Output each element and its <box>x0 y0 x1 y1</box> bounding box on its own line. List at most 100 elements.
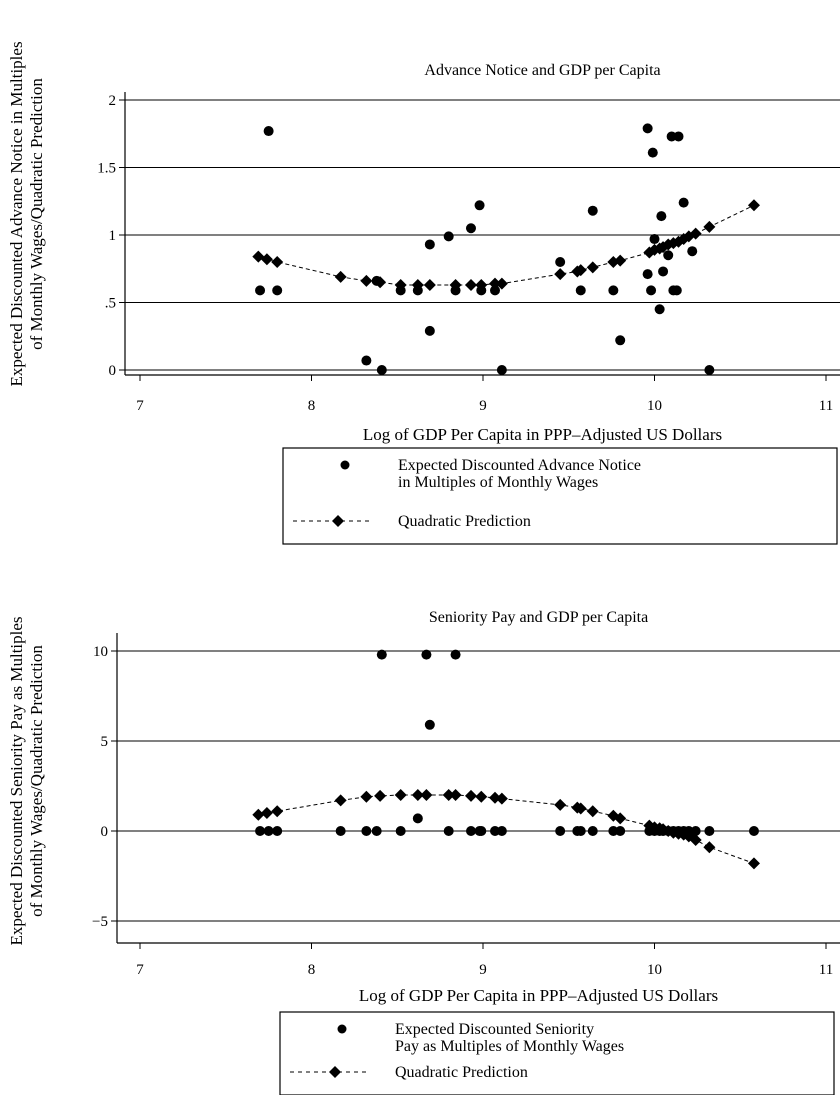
observed-data-point <box>642 269 653 280</box>
y-axis-label-line1: Expected Discounted Advance Notice in Mu… <box>7 41 26 386</box>
prediction-diamond-point <box>464 789 477 802</box>
x-tick-label: 8 <box>308 398 316 414</box>
observed-data-point <box>678 197 689 208</box>
x-tick-label: 8 <box>308 962 316 978</box>
observed-data-point <box>615 826 626 836</box>
observed-data-point <box>654 304 665 315</box>
x-axis-label: Log of GDP Per Capita in PPP–Adjusted US… <box>363 425 722 444</box>
observed-data-point <box>704 365 715 375</box>
observed-data-point <box>443 231 454 242</box>
x-tick-label: 11 <box>819 962 833 978</box>
observed-data-point <box>656 211 667 222</box>
observed-data-point <box>421 649 432 660</box>
observed-data-point <box>587 826 598 836</box>
x-tick-label: 9 <box>479 398 487 414</box>
observed-data-point <box>615 335 626 346</box>
prediction-diamond-point <box>495 277 508 290</box>
prediction-diamond-point <box>495 792 508 805</box>
y-tick-label: 0 <box>109 363 117 379</box>
observed-data-point <box>649 234 660 245</box>
observed-data-point <box>465 223 476 234</box>
observed-data-point <box>424 719 435 730</box>
observed-data-point <box>376 649 387 660</box>
prediction-diamond-point <box>360 790 373 803</box>
observed-data-point <box>608 826 619 836</box>
prediction-diamond-point <box>554 798 567 811</box>
prediction-diamond-point <box>260 807 273 819</box>
prediction-diamond-point <box>586 805 599 818</box>
observed-data-point <box>663 250 674 261</box>
y-tick-label: 10 <box>93 644 108 660</box>
x-tick-label: 11 <box>819 398 833 414</box>
prediction-diamond-point <box>489 791 502 804</box>
legend-entry-1-line1: Expected Discounted Advance Notice <box>398 457 641 474</box>
chart-title: Advance Notice and GDP per Capita <box>424 62 660 79</box>
observed-data-point <box>673 131 684 142</box>
observed-data-point <box>647 147 658 158</box>
observed-data-point <box>255 285 266 296</box>
legend-box <box>282 447 838 545</box>
prediction-diamond-point <box>374 789 387 802</box>
prediction-diamond-point <box>252 808 265 821</box>
x-tick-label: 10 <box>647 962 662 978</box>
observed-data-point <box>646 285 657 296</box>
y-tick-label: 2 <box>109 93 117 109</box>
prediction-diamond-point <box>420 789 433 801</box>
prediction-diamond-point <box>614 812 627 825</box>
observed-data-point <box>490 285 501 296</box>
observed-data-point <box>666 131 677 142</box>
prediction-diamond-point <box>703 841 716 854</box>
y-axis-label-line2: of Monthly Wages/Quadratic Prediction <box>27 78 46 350</box>
x-tick-label: 7 <box>136 962 144 978</box>
y-tick-label: 1.5 <box>97 161 116 177</box>
observed-data-point <box>575 826 586 836</box>
prediction-diamond-point <box>260 253 273 266</box>
prediction-diamond-point <box>614 254 627 267</box>
y-tick-label: 0 <box>101 824 109 840</box>
observed-data-point <box>361 826 372 836</box>
observed-data-point <box>395 285 406 296</box>
observed-data-point <box>476 285 487 296</box>
prediction-diamond-point <box>747 857 760 870</box>
observed-data-point <box>476 826 487 836</box>
seniority-pay-panel: Seniority Pay and GDP per Capita −5 0 5 10 7 8… <box>0 548 840 1096</box>
y-tick-label: .5 <box>105 296 116 312</box>
legend-diamond-marker <box>329 1066 341 1078</box>
prediction-diamond-point <box>442 789 455 801</box>
prediction-diamond-point <box>574 264 587 277</box>
prediction-diamond-point <box>271 805 284 818</box>
observed-data-point <box>272 285 283 296</box>
observed-data-point <box>443 826 454 836</box>
x-tick-label: 9 <box>479 962 487 978</box>
prediction-diamond-point <box>475 790 488 803</box>
observed-data-point <box>683 826 694 836</box>
observed-data-point <box>748 826 759 836</box>
observed-data-point <box>255 826 266 836</box>
legend-entry-2-label: Quadratic Prediction <box>398 513 531 530</box>
observed-data-point <box>361 355 372 366</box>
y-tick-label: −5 <box>92 914 108 930</box>
legend-entry-2-label: Quadratic Prediction <box>395 1064 528 1081</box>
observed-data-point <box>424 325 435 336</box>
observed-data-point <box>687 246 698 257</box>
y-tick-label: 5 <box>101 734 109 750</box>
prediction-diamond-point <box>464 278 477 291</box>
observed-data-point <box>263 826 274 836</box>
prediction-diamond-point <box>394 789 407 801</box>
prediction-diamond-point <box>271 256 284 268</box>
prediction-diamond-point <box>449 789 462 801</box>
prediction-diamond-point <box>586 261 599 274</box>
observed-data-point <box>335 826 346 836</box>
chart-title: Seniority Pay and GDP per Capita <box>429 609 648 626</box>
observed-data-point <box>555 257 566 267</box>
prediction-diamond-point <box>689 227 702 240</box>
seniority-pay-chart: Seniority Pay and GDP per Capita −5 0 5 10 7 8… <box>7 609 840 1096</box>
legend-circle-marker <box>340 460 350 470</box>
prediction-diamond-point <box>747 199 760 212</box>
prediction-diamond-point <box>703 220 716 233</box>
observed-data-point <box>412 285 423 296</box>
observed-data-point <box>474 200 485 211</box>
observed-data-point <box>496 826 507 836</box>
observed-data-point <box>575 285 586 296</box>
prediction-diamond-point <box>334 794 347 807</box>
